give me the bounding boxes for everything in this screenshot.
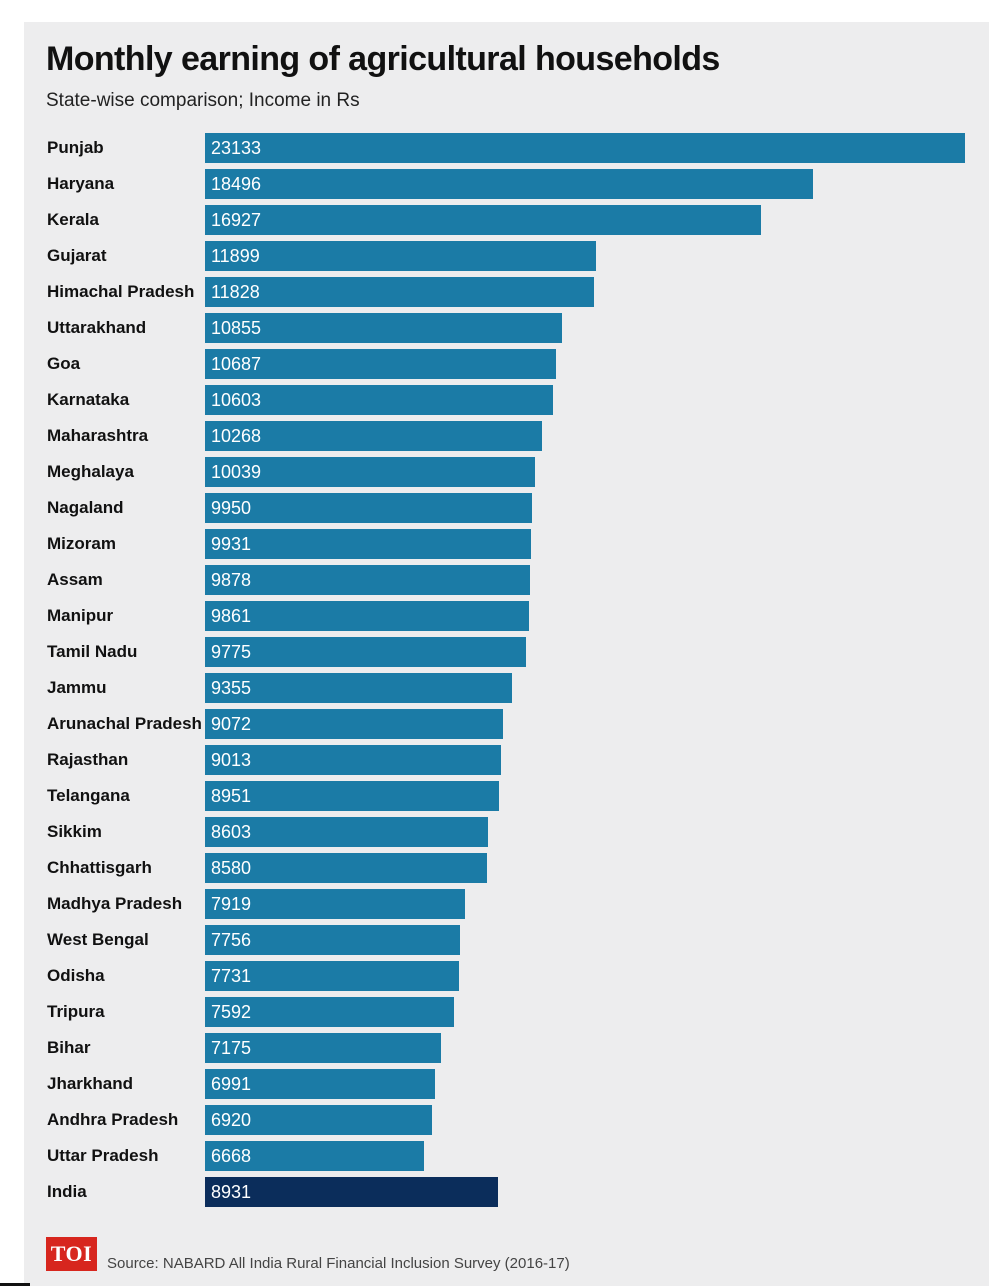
category-label-mizoram: Mizoram [47, 534, 116, 553]
value-label-tamil-nadu: 9775 [211, 642, 251, 662]
category-label-bihar: Bihar [47, 1038, 91, 1057]
value-label-tripura: 7592 [211, 1002, 251, 1022]
bar-meghalaya [205, 457, 535, 487]
category-label-west-bengal: West Bengal [47, 930, 149, 949]
category-label-tamil-nadu: Tamil Nadu [47, 642, 137, 661]
bar-jammu [205, 673, 512, 703]
category-label-kerala: Kerala [47, 210, 100, 229]
value-label-maharashtra: 10268 [211, 426, 261, 446]
category-label-nagaland: Nagaland [47, 498, 124, 517]
category-label-telangana: Telangana [47, 786, 130, 805]
value-label-meghalaya: 10039 [211, 462, 261, 482]
value-label-odisha: 7731 [211, 966, 251, 986]
value-label-bihar: 7175 [211, 1038, 251, 1058]
category-label-arunachal-pradesh: Arunachal Pradesh [47, 714, 202, 733]
value-label-telangana: 8951 [211, 786, 251, 806]
bar-chhattisgarh [205, 853, 487, 883]
bar-himachal-pradesh [205, 277, 594, 307]
bar-kerala [205, 205, 761, 235]
bar-sikkim [205, 817, 488, 847]
category-label-haryana: Haryana [47, 174, 115, 193]
bar-odisha [205, 961, 459, 991]
bar-telangana [205, 781, 499, 811]
category-label-jammu: Jammu [47, 678, 107, 697]
category-label-tripura: Tripura [47, 1002, 105, 1021]
value-label-assam: 9878 [211, 570, 251, 590]
value-label-madhya-pradesh: 7919 [211, 894, 251, 914]
bar-rajasthan [205, 745, 501, 775]
bar-jharkhand [205, 1069, 435, 1099]
category-label-chhattisgarh: Chhattisgarh [47, 858, 152, 877]
value-label-arunachal-pradesh: 9072 [211, 714, 251, 734]
category-label-uttarakhand: Uttarakhand [47, 318, 146, 337]
category-label-maharashtra: Maharashtra [47, 426, 149, 445]
category-label-meghalaya: Meghalaya [47, 462, 134, 481]
bar-mizoram [205, 529, 531, 559]
bar-nagaland [205, 493, 532, 523]
category-label-karnataka: Karnataka [47, 390, 130, 409]
bar-india [205, 1177, 498, 1207]
category-label-uttar-pradesh: Uttar Pradesh [47, 1146, 158, 1165]
value-label-himachal-pradesh: 11828 [211, 282, 260, 302]
bar-bihar [205, 1033, 441, 1063]
bar-karnataka [205, 385, 553, 415]
value-label-nagaland: 9950 [211, 498, 251, 518]
category-label-punjab: Punjab [47, 138, 104, 157]
bar-arunachal-pradesh [205, 709, 503, 739]
value-label-mizoram: 9931 [211, 534, 251, 554]
chart-title: Monthly earning of agricultural househol… [46, 40, 720, 78]
bar-west-bengal [205, 925, 460, 955]
value-label-jammu: 9355 [211, 678, 251, 698]
value-label-sikkim: 8603 [211, 822, 251, 842]
value-label-chhattisgarh: 8580 [211, 858, 251, 878]
bar-andhra-pradesh [205, 1105, 432, 1135]
value-label-uttarakhand: 10855 [211, 318, 261, 338]
bar-madhya-pradesh [205, 889, 465, 919]
category-label-jharkhand: Jharkhand [47, 1074, 133, 1093]
value-label-andhra-pradesh: 6920 [211, 1110, 251, 1130]
value-label-india: 8931 [211, 1182, 251, 1202]
value-label-karnataka: 10603 [211, 390, 261, 410]
bar-punjab [205, 133, 965, 163]
category-label-andhra-pradesh: Andhra Pradesh [47, 1110, 178, 1129]
category-label-assam: Assam [47, 570, 103, 589]
bar-goa [205, 349, 556, 379]
bar-uttarakhand [205, 313, 562, 343]
value-label-punjab: 23133 [211, 138, 261, 158]
category-label-madhya-pradesh: Madhya Pradesh [47, 894, 182, 913]
bar-maharashtra [205, 421, 542, 451]
category-label-sikkim: Sikkim [47, 822, 102, 841]
bar-manipur [205, 601, 529, 631]
bar-assam [205, 565, 530, 595]
value-label-kerala: 16927 [211, 210, 261, 230]
category-label-gujarat: Gujarat [47, 246, 107, 265]
value-label-west-bengal: 7756 [211, 930, 251, 950]
value-label-jharkhand: 6991 [211, 1074, 251, 1094]
value-label-haryana: 18496 [211, 174, 261, 194]
toi-logo: TOI [46, 1237, 97, 1271]
chart-subtitle: State-wise comparison; Income in Rs [46, 90, 360, 111]
value-label-goa: 10687 [211, 354, 261, 374]
category-label-rajasthan: Rajasthan [47, 750, 128, 769]
value-label-uttar-pradesh: 6668 [211, 1146, 251, 1166]
category-label-manipur: Manipur [47, 606, 113, 625]
bar-tamil-nadu [205, 637, 526, 667]
category-label-himachal-pradesh: Himachal Pradesh [47, 282, 194, 301]
value-label-gujarat: 11899 [211, 246, 260, 266]
value-label-rajasthan: 9013 [211, 750, 251, 770]
corner-mark [0, 1283, 30, 1286]
category-label-goa: Goa [47, 354, 81, 373]
source-note: Source: NABARD All India Rural Financial… [107, 1255, 570, 1272]
bar-uttar-pradesh [205, 1141, 424, 1171]
value-label-manipur: 9861 [211, 606, 251, 626]
bar-gujarat [205, 241, 596, 271]
category-label-india: India [47, 1182, 87, 1201]
bar-tripura [205, 997, 454, 1027]
category-label-odisha: Odisha [47, 966, 105, 985]
bar-haryana [205, 169, 813, 199]
